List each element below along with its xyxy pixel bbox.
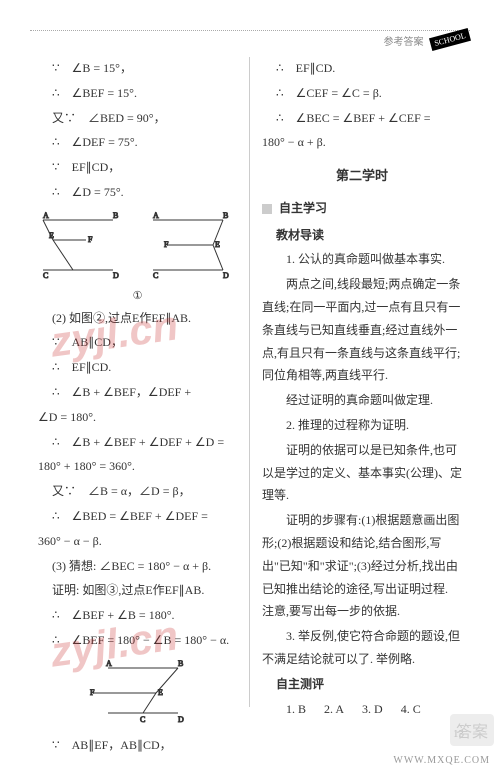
math-line: ∵ AB∥EF，AB∥CD， (38, 734, 237, 757)
math-line: ∴ ∠D = 75°. (38, 181, 237, 204)
math-line: 证明: 如图③,过点E作EF∥AB. (38, 579, 237, 602)
svg-text:B: B (223, 211, 228, 220)
math-line: 又∵ ∠B = α，∠D = β， (38, 480, 237, 503)
svg-text:A: A (153, 211, 159, 220)
math-line: 180° − α + β. (262, 131, 462, 154)
answer-item: 4. C (401, 698, 421, 721)
svg-text:F: F (88, 235, 93, 244)
left-column: ∵ ∠B = 15°， ∴ ∠BEF = 15°. 又∵ ∠BED = 90°，… (30, 57, 250, 707)
svg-text:D: D (178, 715, 184, 724)
content-columns: ∵ ∠B = 15°， ∴ ∠BEF = 15°. 又∵ ∠BED = 90°，… (30, 57, 470, 707)
svg-text:F: F (164, 240, 169, 249)
sub-heading-label: 自主学习 (279, 201, 327, 215)
math-line: ∴ ∠BED = ∠BEF + ∠DEF = (38, 505, 237, 528)
math-line: ∴ ∠B + ∠BEF + ∠DEF + ∠D = (38, 431, 237, 454)
math-line: ∴ EF∥CD. (262, 57, 462, 80)
svg-text:D: D (113, 271, 119, 280)
math-line: 又∵ ∠BED = 90°， (38, 107, 237, 130)
svg-text:E: E (215, 240, 220, 249)
paragraph: 3. 举反例,使它符合命题的题设,但不满足结论就可以了. 举例略. (262, 625, 462, 671)
svg-text:C: C (43, 271, 48, 280)
paragraph: 2. 推理的过程称为证明. (262, 414, 462, 437)
header-badge: SCHOOL (429, 28, 471, 51)
math-line: ∴ ∠BEF = 180° − ∠B = 180° − α. (38, 629, 237, 652)
answer-item: 3. D (362, 698, 383, 721)
svg-text:A: A (106, 659, 112, 668)
paragraph: 1. 公认的真命题叫做基本事实. (262, 248, 462, 271)
answer-item: 1. B (286, 698, 306, 721)
section-title: 第二学时 (262, 164, 462, 189)
page-header: 参考答案 SCHOOL (30, 30, 470, 49)
heading-box-icon (262, 204, 272, 214)
math-line: ∴ ∠BEF = 15°. (38, 82, 237, 105)
paragraph: 证明的步骤有:(1)根据题意画出图形;(2)根据题设和结论,结合图形,写出"已知… (262, 509, 462, 623)
svg-text:F: F (90, 688, 95, 697)
heading: 教材导读 (262, 224, 462, 247)
math-line: ∴ ∠CEF = ∠C = β. (262, 82, 462, 105)
svg-text:E: E (158, 688, 163, 697)
answer-row: 1. B 2. A 3. D 4. C (262, 698, 462, 721)
heading: 自主测评 (262, 673, 462, 696)
paragraph: 经过证明的真命题叫做定理. (262, 389, 462, 412)
math-line: 180° + 180° = 360°. (38, 455, 237, 478)
paragraph: 证明的依据可以是已知条件,也可以是学过的定义、基本事实(公理)、定理等. (262, 439, 462, 507)
header-label: 参考答案 (383, 37, 423, 48)
page: 参考答案 SCHOOL ∵ ∠B = 15°， ∴ ∠BEF = 15°. 又∵… (0, 0, 500, 772)
math-line: ∵ ∠B = 15°， (38, 57, 237, 80)
math-line: ∴ ∠BEC = ∠BEF + ∠CEF = (262, 107, 462, 130)
svg-text:A: A (43, 211, 49, 220)
math-line: (2) 如图②,过点E作EF∥AB. (38, 307, 237, 330)
svg-text:E: E (49, 231, 54, 240)
math-line: ∴ ∠B + ∠BEF，∠DEF + (38, 381, 237, 404)
diagram-caption: ① (38, 286, 237, 307)
svg-text:D: D (223, 271, 229, 280)
right-column: ∴ EF∥CD. ∴ ∠CEF = ∠C = β. ∴ ∠BEC = ∠BEF … (250, 57, 470, 707)
diagram-3: A B F E C D (88, 658, 188, 728)
math-line: 360° − α − β. (38, 530, 237, 553)
math-line: ∴ EF∥CD. (38, 356, 237, 379)
corner-badge: 答案 (450, 714, 494, 746)
svg-text:C: C (140, 715, 145, 724)
math-line: ∴ ∠DEF = 75°. (38, 131, 237, 154)
diagram-1-2: A B E F C D A B F E C (38, 210, 238, 280)
math-line: ∵ AB∥CD， (38, 331, 237, 354)
sub-heading: 自主学习 (262, 197, 462, 220)
math-line: ∴ ∠BEF + ∠B = 180°. (38, 604, 237, 627)
bottom-watermark: WWW.MXQE.COM (393, 755, 490, 766)
svg-text:B: B (178, 659, 183, 668)
svg-text:C: C (153, 271, 158, 280)
answer-item: 2. A (324, 698, 344, 721)
math-line: (3) 猜想: ∠BEC = 180° − α + β. (38, 555, 237, 578)
paragraph: 两点之间,线段最短;两点确定一条直线;在同一平面内,过一点有且只有一条直线与已知… (262, 273, 462, 387)
svg-text:B: B (113, 211, 118, 220)
math-line: ∠D = 180°. (38, 406, 237, 429)
math-line: ∵ EF∥CD， (38, 156, 237, 179)
